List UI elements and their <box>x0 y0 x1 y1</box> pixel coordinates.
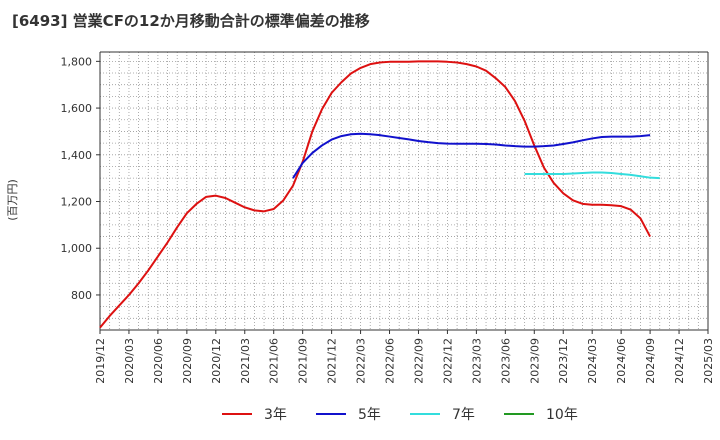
x-tick-label: 2023/09 <box>528 338 541 384</box>
x-tick-label: 2025/03 <box>702 338 715 384</box>
legend-label: 7年 <box>452 407 475 423</box>
x-tick-label: 2021/03 <box>239 338 252 384</box>
chart-title: [6493] 営業CFの12か月移動合計の標準偏差の推移 <box>12 12 370 30</box>
series-line <box>524 171 660 180</box>
x-tick-label: 2024/09 <box>644 338 657 384</box>
legend-label: 3年 <box>264 407 287 423</box>
y-tick-label: 1,000 <box>61 242 93 255</box>
y-tick-label: 1,400 <box>61 149 93 162</box>
y-tick-label: 1,600 <box>61 102 93 115</box>
x-tick-label: 2022/06 <box>384 338 397 384</box>
y-tick-label: 800 <box>71 289 92 302</box>
x-tick-label: 2023/06 <box>499 338 512 384</box>
series-line <box>292 132 651 179</box>
x-tick-label: 2024/06 <box>615 338 628 384</box>
series-line <box>99 60 651 329</box>
x-tick-label: 2021/06 <box>268 338 281 384</box>
x-tick-label: 2020/03 <box>123 338 136 384</box>
x-tick-label: 2024/03 <box>586 338 599 384</box>
x-tick-label: 2020/09 <box>181 338 194 384</box>
y-tick-label: 1,200 <box>61 196 93 209</box>
legend-label: 10年 <box>546 407 578 423</box>
y-tick-label: 1,800 <box>61 55 93 68</box>
legend-label: 5年 <box>358 407 381 423</box>
x-tick-label: 2023/03 <box>470 338 483 384</box>
x-tick-label: 2022/12 <box>441 338 454 384</box>
x-tick-label: 2024/12 <box>673 338 686 384</box>
x-tick-label: 2020/06 <box>152 338 165 384</box>
x-tick-label: 2019/12 <box>94 338 107 384</box>
x-tick-label: 2022/03 <box>355 338 368 384</box>
x-tick-label: 2021/12 <box>326 338 339 384</box>
x-tick-label: 2021/09 <box>297 338 310 384</box>
plot-area <box>100 52 708 330</box>
y-axis-label: (百万円) <box>6 179 19 221</box>
x-tick-label: 2020/12 <box>210 338 223 384</box>
x-tick-label: 2022/09 <box>412 338 425 384</box>
x-tick-label: 2023/12 <box>557 338 570 384</box>
